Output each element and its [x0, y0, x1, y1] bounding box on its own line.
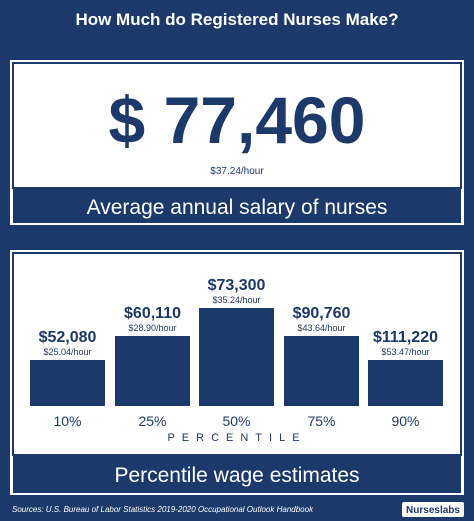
logo: Nurseslabs	[406, 505, 460, 516]
average-salary: $ 77,460	[109, 83, 366, 157]
average-caption: Average annual salary of nurses	[87, 196, 388, 219]
percentile-label: 90%	[391, 413, 419, 429]
bar-hourly: $53.47/hour	[381, 347, 429, 357]
bar	[368, 360, 443, 406]
bar-hourly: $35.24/hour	[212, 295, 260, 305]
bar	[199, 308, 274, 406]
percentile-label: 10%	[53, 413, 81, 429]
bar	[284, 336, 359, 406]
bar-salary: $60,110	[124, 305, 181, 322]
average-hourly: $37.24/hour	[210, 166, 264, 177]
average-strip	[13, 188, 461, 223]
bar-salary: $90,760	[293, 305, 351, 322]
percentile-label: 25%	[138, 413, 166, 429]
bar-salary: $111,220	[373, 329, 438, 346]
bar-hourly: $25.04/hour	[43, 347, 91, 357]
bar	[115, 336, 190, 406]
bar-hourly: $43.64/hour	[297, 323, 345, 333]
source: Sources: U.S. Bureau of Labor Statistics…	[12, 505, 314, 514]
bar-salary: $52,080	[39, 329, 97, 346]
bar	[30, 360, 105, 406]
axis-label: PERCENTILE	[167, 432, 306, 444]
percentile-label: 75%	[307, 413, 335, 429]
bar-labels: $52,080$25.04/hour 10% $60,110$28.90/hour 2…	[39, 277, 439, 429]
average-box	[12, 62, 462, 189]
title: How Much do Registered Nurses Make?	[75, 10, 398, 29]
percentile-caption: Percentile wage estimates	[114, 464, 359, 487]
percentile-strip	[13, 455, 461, 493]
logo-box	[402, 502, 464, 517]
bar-salary: $73,300	[208, 277, 266, 294]
percentile-label: 50%	[222, 413, 250, 429]
bar-hourly: $28.90/hour	[128, 323, 176, 333]
